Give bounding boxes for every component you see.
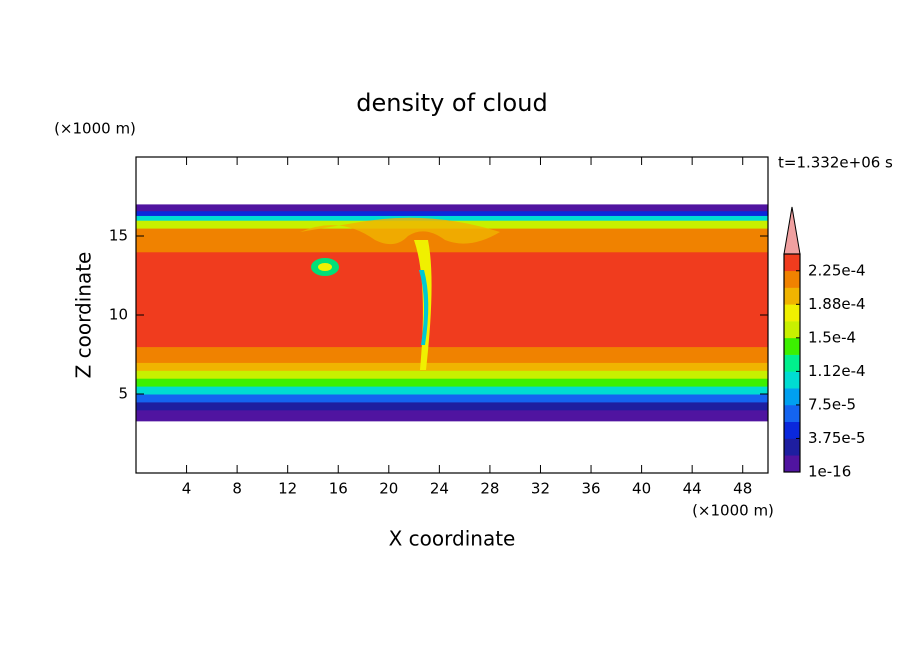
colorbar-extension	[783, 206, 801, 255]
contour-band	[136, 251, 768, 348]
colorbar-band	[784, 455, 800, 473]
colorbar-band	[784, 321, 800, 339]
colorbar-band	[784, 287, 800, 305]
colorbar-band	[784, 304, 800, 322]
colorbar-band	[784, 404, 800, 422]
x-tick-label: 16	[329, 480, 348, 498]
colorbar-band	[784, 388, 800, 406]
colorbar-tick-label: 7.5e-5	[808, 395, 856, 413]
y-axis-label: Z coordinate	[72, 252, 96, 379]
contour-band	[136, 394, 768, 403]
contour-band	[136, 346, 768, 363]
colorbar-tick-label: 2.25e-4	[808, 261, 866, 279]
colorbar-tick-label: 1e-16	[808, 463, 851, 481]
chart-title: density of cloud	[356, 89, 547, 117]
vortex-core	[318, 263, 332, 271]
contour-band	[136, 215, 768, 221]
y-tick-label: 15	[109, 227, 128, 245]
contour-band	[136, 370, 768, 379]
colorbar: 1e-16 3.75e-5 7.5e-5 1.12e-4 1.5e-4 1.88e-4 2.…	[783, 206, 866, 481]
x-tick-label: 20	[379, 480, 398, 498]
contour-band	[136, 362, 768, 371]
contour-band	[136, 204, 768, 212]
y-tick-label: 10	[109, 306, 128, 324]
y-tick-label: 5	[118, 385, 128, 403]
x-tick-label: 4	[182, 480, 192, 498]
contour-band	[136, 409, 768, 422]
colorbar-band	[784, 438, 800, 456]
wave-feature	[300, 217, 500, 245]
x-tick-label: 44	[683, 480, 702, 498]
x-axis-label: X coordinate	[389, 527, 516, 551]
colorbar-tick-label: 1.12e-4	[808, 362, 866, 380]
x-tick-label: 40	[632, 480, 651, 498]
field-features	[300, 217, 500, 370]
colorbar-frame	[783, 253, 801, 473]
x-tick-label: 48	[733, 480, 752, 498]
x-unit: (×1000 m)	[692, 502, 774, 520]
colorbar-tick-label: 1.88e-4	[808, 295, 866, 313]
contour-band	[136, 210, 768, 216]
x-tick-label: 12	[278, 480, 297, 498]
colorbar-band	[784, 421, 800, 439]
colorbar-band	[784, 354, 800, 372]
colorbar-band	[784, 254, 800, 272]
colorbar-band	[784, 270, 800, 288]
colorbar-tick-label: 1.5e-4	[808, 328, 856, 346]
time-label: t=1.332e+06 s	[778, 154, 893, 172]
contour-band	[136, 386, 768, 395]
colorbar-tick-label: 3.75e-5	[808, 429, 866, 447]
contour-band	[136, 401, 768, 411]
x-tick-label: 8	[232, 480, 242, 498]
x-tick-label: 32	[531, 480, 550, 498]
y-unit: (×1000 m)	[54, 120, 136, 138]
x-tick-label: 24	[430, 480, 449, 498]
x-tick-label: 28	[480, 480, 499, 498]
colorbar-band	[784, 337, 800, 355]
colorbar-band	[784, 371, 800, 389]
x-tick-label: 36	[581, 480, 600, 498]
jet	[414, 240, 432, 370]
jet-core	[419, 270, 429, 345]
contour-band	[136, 378, 768, 387]
